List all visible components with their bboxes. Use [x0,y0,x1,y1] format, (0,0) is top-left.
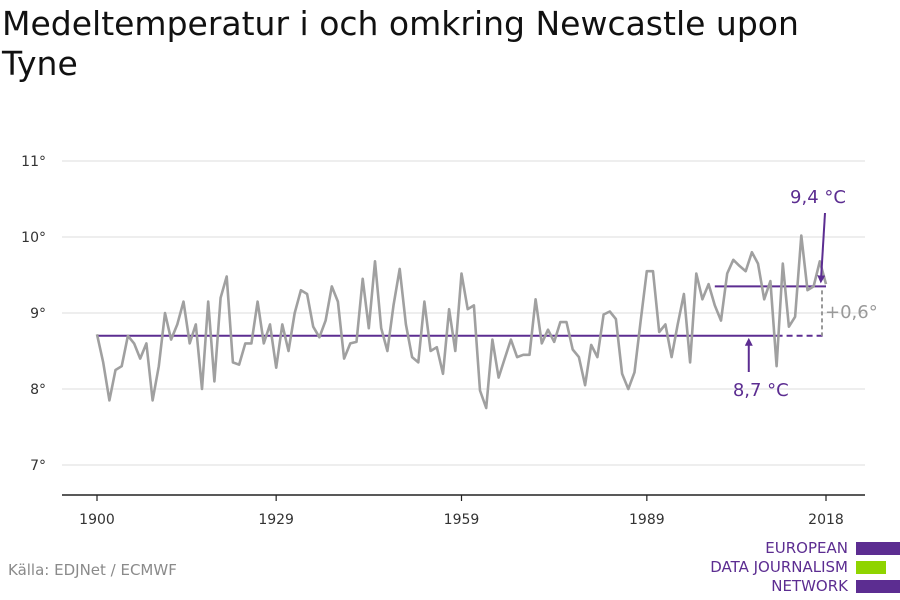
x-axis: 1900 1929 1959 1989 2018 [62,494,865,528]
difference-label: +0,6° [825,302,878,323]
chart-title: Medeltemperatur i och omkring Newcastle … [2,4,799,83]
source-credit: Källa: EDJNet / ECMWF [8,561,177,579]
recent-label: 9,4 °C [790,187,846,208]
gridlines [62,160,865,466]
logo-line-1: EUROPEAN [765,539,848,557]
series-layer [95,234,828,410]
temperature-series-line [95,234,828,410]
logo-line-3: NETWORK [771,577,848,595]
baseline-label: 8,7 °C [733,380,789,401]
x-tick-label: 2018 [808,512,844,528]
x-tick-label: 1900 [79,512,115,528]
y-tick-label: 10° [21,230,46,246]
y-tick-label: 8° [30,382,46,398]
y-axis: 7° 8° 9° 10° 11° [21,154,46,474]
y-tick-label: 9° [30,306,46,322]
x-tick-label: 1959 [444,512,480,528]
logo-bar-2 [856,561,886,574]
annotations: +0,6° 8,7 °C 9,4 °C [733,187,878,401]
logo-bar-1 [856,542,900,555]
y-tick-label: 11° [21,154,46,170]
x-tick-label: 1929 [258,512,294,528]
y-tick-label: 7° [30,458,46,474]
recent-arrow [817,212,826,284]
edjnet-logo: EUROPEAN DATA JOURNALISM NETWORK [700,539,900,595]
logo-bar-3 [856,580,900,593]
x-tick-label: 1989 [629,512,665,528]
logo-line-2: DATA JOURNALISM [710,558,848,576]
